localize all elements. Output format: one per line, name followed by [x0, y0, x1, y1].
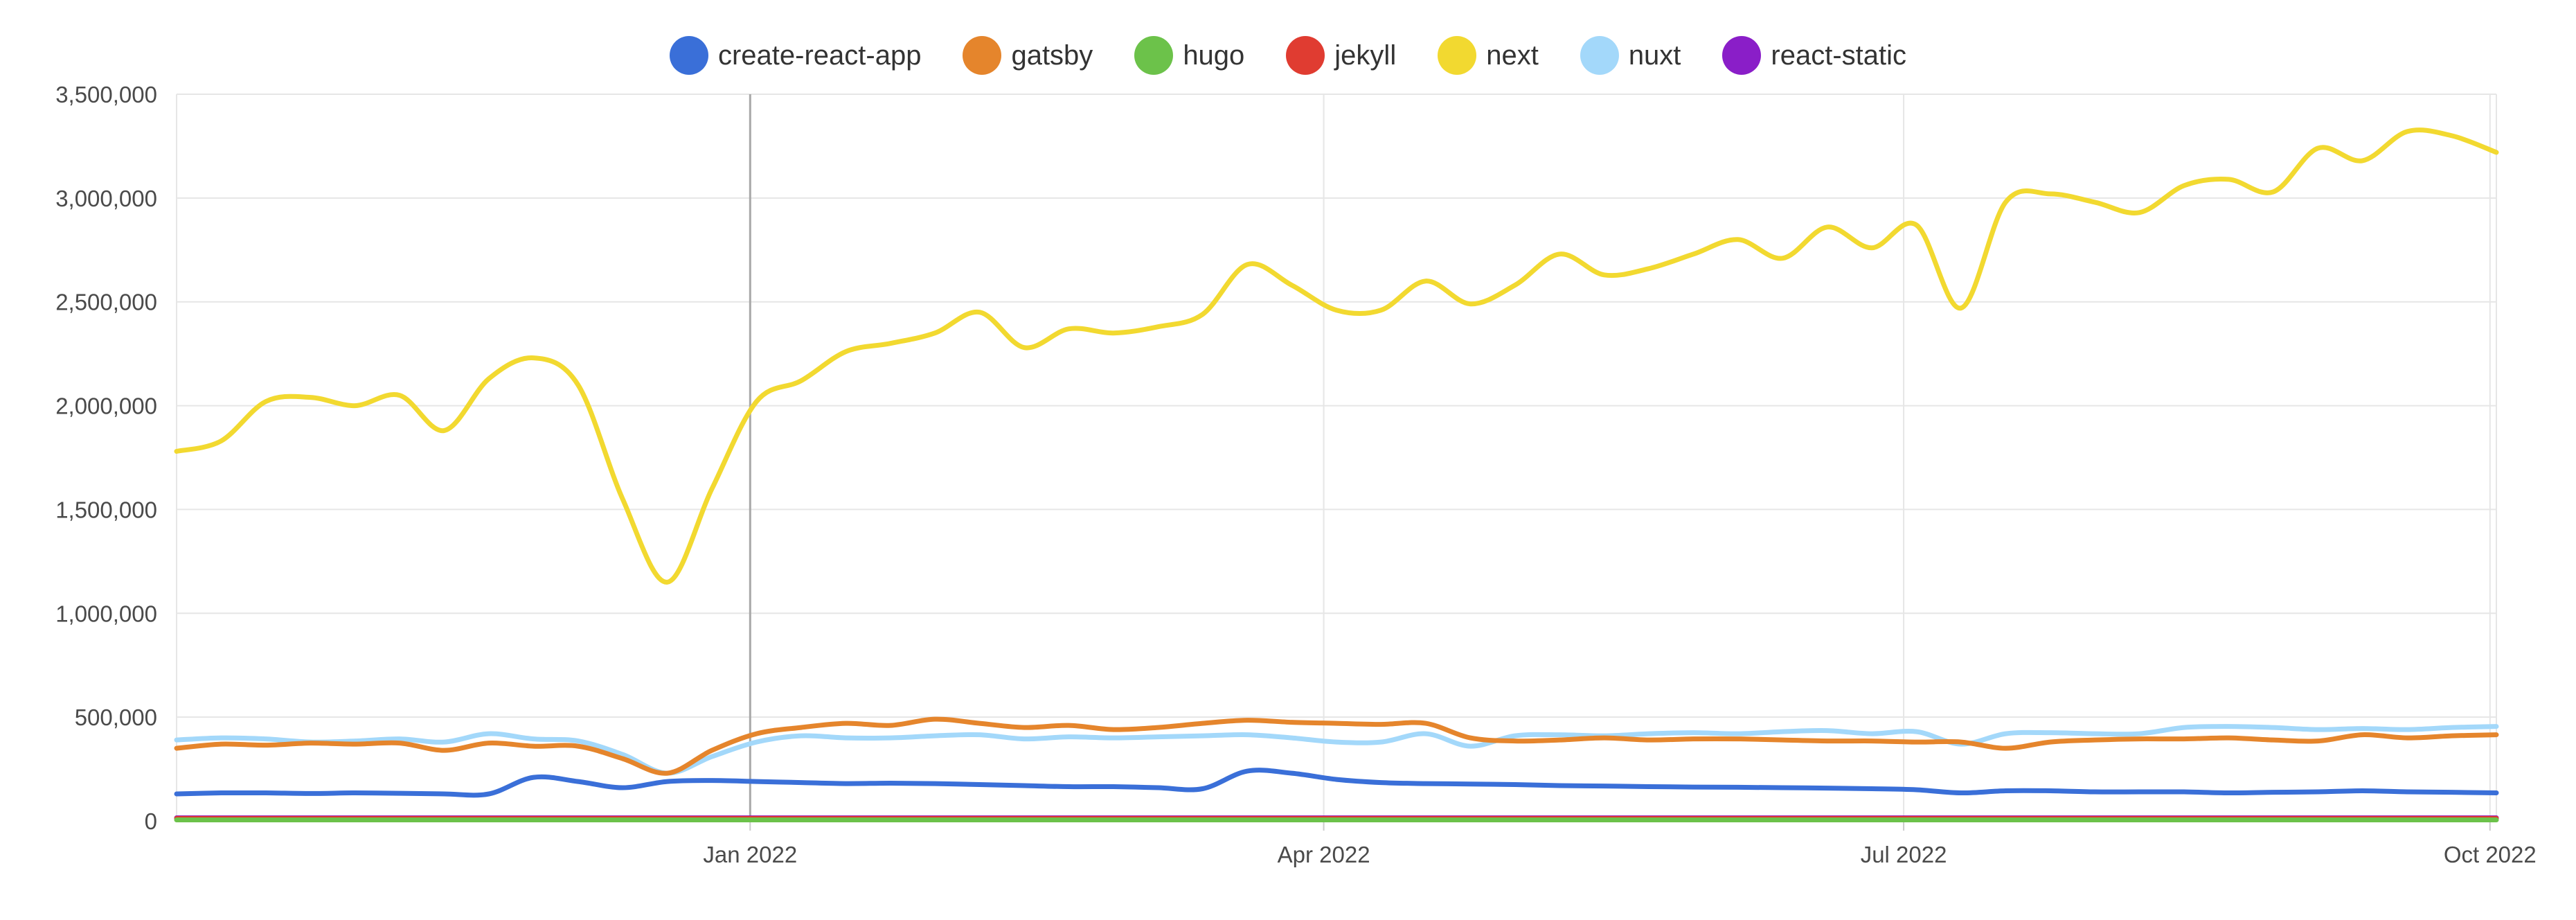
series-line-gatsby [174, 716, 2499, 776]
y-tick-label: 3,000,000 [55, 186, 157, 211]
legend-label: react-static [1771, 39, 1907, 71]
y-tick-label: 2,500,000 [55, 290, 157, 315]
grid-layer [176, 94, 2497, 831]
legend-item-gatsby[interactable]: gatsby [963, 36, 1093, 75]
legend-item-jekyll[interactable]: jekyll [1286, 36, 1396, 75]
legend-swatch-icon [1438, 36, 1477, 75]
y-tick-label: 500,000 [75, 705, 157, 730]
series-line-next [174, 127, 2499, 585]
legend-swatch-icon [1286, 36, 1325, 75]
legend-item-hugo[interactable]: hugo [1134, 36, 1244, 75]
legend-label: jekyll [1334, 39, 1397, 71]
legend-item-create-react-app[interactable]: create-react-app [669, 36, 922, 75]
legend-swatch-icon [963, 36, 1002, 75]
legend-swatch-icon [1134, 36, 1174, 75]
legend-item-react-static[interactable]: react-static [1722, 36, 1906, 75]
legend-label: create-react-app [717, 39, 922, 71]
legend-swatch-icon [1580, 36, 1619, 75]
legend-label: nuxt [1628, 39, 1681, 71]
series-line-create-react-app [174, 768, 2499, 798]
legend-label: gatsby [1011, 39, 1093, 71]
axis-layer: 0 500,000 1,000,000 1,500,000 2,000,000 2,500… [55, 82, 2537, 867]
legend-label: hugo [1183, 39, 1245, 71]
legend-swatch-icon [669, 36, 708, 75]
y-tick-label: 3,500,000 [55, 82, 157, 107]
x-tick-label: Jul 2022 [1861, 842, 1947, 867]
chart-legend: create-react-app gatsby hugo jekyll next nuxt… [0, 36, 2576, 75]
x-tick-label: Jan 2022 [703, 842, 797, 867]
legend-item-next[interactable]: next [1438, 36, 1539, 75]
legend-swatch-icon [1722, 36, 1762, 75]
series-line-nuxt [174, 724, 2499, 776]
y-tick-label: 1,000,000 [55, 601, 157, 626]
legend-item-nuxt[interactable]: nuxt [1580, 36, 1681, 75]
y-tick-label: 1,500,000 [55, 497, 157, 522]
y-tick-label: 0 [145, 808, 157, 834]
y-tick-label: 2,000,000 [55, 393, 157, 419]
x-tick-label: Apr 2022 [1278, 842, 1370, 867]
series-layer [174, 127, 2499, 823]
x-tick-label: Oct 2022 [2444, 842, 2537, 867]
legend-label: next [1486, 39, 1539, 71]
